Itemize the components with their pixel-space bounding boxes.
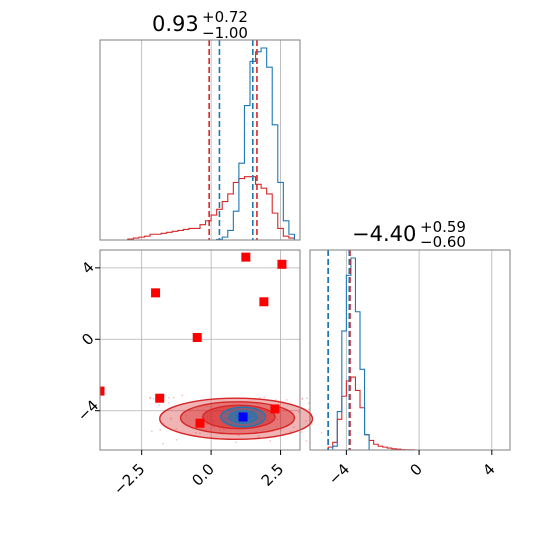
sample-marker-7 (270, 404, 280, 414)
param-2-x-tick-labels: −4 0 4 (325, 450, 499, 488)
faint-sample-dot (320, 431, 323, 434)
faint-sample-dot (205, 405, 208, 408)
faint-sample-dot (237, 434, 240, 437)
param-2-title-upper-error: +0.59 (420, 218, 466, 236)
faint-sample-dot (206, 423, 208, 426)
faint-sample-dot (301, 397, 304, 400)
faint-sample-dot (212, 425, 214, 428)
faint-sample-dot (285, 398, 288, 401)
sample-marker-6 (155, 393, 165, 403)
sample-marker-8 (195, 418, 205, 428)
param-1-title-value: 0.93 (152, 12, 199, 36)
joint-sample-marker-group (100, 252, 287, 428)
param-2-panel-frame (309, 249, 511, 451)
faint-sample-dot (305, 419, 308, 422)
histogram-step-series-b (310, 376, 510, 451)
param-1-quantile-lines (208, 40, 258, 240)
faint-sample-dot (301, 398, 304, 401)
faint-sample-dot (279, 415, 281, 418)
faint-sample-dot (306, 397, 308, 400)
faint-sample-dot (168, 396, 170, 399)
param-2-quantile-lines (327, 250, 351, 450)
faint-sample-dot (263, 396, 266, 399)
faint-sample-dot (185, 414, 187, 417)
param-2-histogram-series-a (310, 257, 510, 451)
faint-sample-dot (258, 435, 260, 438)
sample-marker-4 (192, 333, 202, 342)
param-2-histogram-series-b (310, 376, 510, 451)
param-1-grid (141, 40, 281, 240)
faint-sample-dot (213, 426, 216, 428)
joint-x-tick-label-1: 0.0 (188, 460, 218, 490)
faint-sample-dot (169, 418, 172, 421)
faint-sample-dot (301, 431, 303, 433)
faint-sample-dot (162, 422, 165, 425)
faint-sample-dot (308, 408, 310, 411)
histogram-step-series-a (310, 257, 510, 451)
joint-y-tick-labels: −4 0 4 (74, 258, 102, 425)
faint-sample-dot (175, 427, 178, 430)
faint-sample-dot (305, 440, 308, 442)
faint-sample-dot (269, 440, 272, 442)
faint-sample-dot (258, 396, 261, 399)
sample-marker-0 (241, 252, 251, 262)
param-2-x-tick-label-0: −4 (325, 460, 353, 488)
histogram-panel-param-2: −4.40 +0.59 −0.60 −4 0 4 (309, 218, 511, 488)
faint-sample-dot (168, 401, 171, 404)
sample-marker-5 (100, 386, 105, 396)
faint-sample-dot (293, 426, 296, 429)
faint-sample-dot (150, 430, 153, 433)
faint-sample-dot (172, 396, 175, 399)
joint-y-tick-label-1: 0 (78, 330, 97, 349)
faint-sample-dot (198, 432, 201, 435)
joint-x-tick-label-0: −2.5 (110, 460, 148, 498)
param-1-title-lower-error: −1.00 (202, 24, 248, 42)
faint-sample-dot (152, 397, 155, 400)
param-2-grid (345, 250, 493, 450)
joint-panel-frame (99, 249, 301, 451)
joint-scatter-contour-panel: −2.5 0.0 2.5 −4 0 4 (74, 249, 323, 499)
param-2-x-tick-label-1: 0 (406, 460, 425, 479)
faint-sample-dot (149, 397, 152, 400)
param-1-histogram-series-b (100, 176, 300, 241)
faint-sample-dot (276, 418, 279, 421)
sample-marker-1 (277, 259, 287, 269)
faint-sample-dot (222, 428, 225, 430)
faint-sample-dot (170, 417, 173, 419)
faint-sample-dot (162, 442, 164, 445)
joint-sample-markers (100, 252, 287, 428)
param-2-title-lower-error: −0.60 (420, 233, 466, 251)
truth-marker (238, 412, 248, 422)
histogram-panel-param-1: 0.93 +0.72 −1.00 (99, 8, 301, 241)
param-2-x-tick-label-2: 4 (479, 460, 498, 479)
param-1-panel-frame (99, 39, 301, 241)
faint-sample-dot (297, 411, 300, 413)
faint-sample-dot (175, 438, 178, 441)
faint-sample-dot (158, 404, 160, 407)
faint-sample-dot (307, 402, 310, 405)
joint-y-tick-label-0: −4 (74, 397, 102, 425)
sample-marker-3 (259, 297, 269, 307)
joint-x-tick-labels: −2.5 0.0 2.5 (110, 450, 287, 499)
faint-sample-dot (274, 398, 277, 401)
faint-sample-dot (280, 429, 282, 431)
param-2-title-value: −4.40 (352, 222, 416, 246)
faint-sample-dot (159, 429, 161, 431)
faint-sample-dot (234, 441, 237, 444)
faint-sample-dot (194, 431, 197, 434)
histogram-step-series-b (100, 176, 300, 241)
sample-marker-2 (151, 288, 161, 298)
faint-sample-dot (289, 430, 292, 433)
faint-sample-dot (218, 428, 221, 431)
faint-sample-dot (181, 394, 184, 397)
param-1-histogram-series-a (100, 47, 300, 241)
faint-sample-dot (149, 396, 151, 399)
histogram-step-series-a (100, 47, 300, 241)
joint-x-tick-label-2: 2.5 (258, 460, 288, 490)
joint-y-tick-label-2: 4 (78, 258, 97, 277)
param-1-title-upper-error: +0.72 (202, 8, 248, 26)
